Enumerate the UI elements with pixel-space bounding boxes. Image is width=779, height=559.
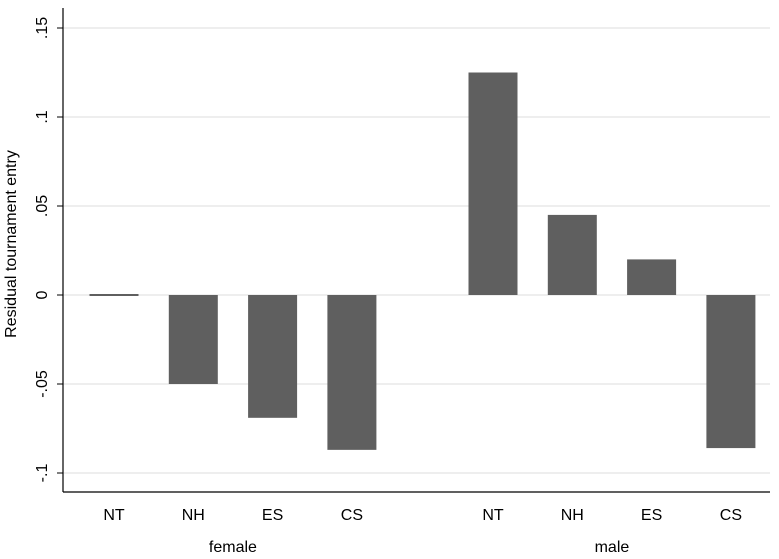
x-group-label: male xyxy=(595,539,630,556)
x-category-label: NH xyxy=(182,507,205,524)
y-axis-title: Residual tournament entry xyxy=(3,150,20,338)
axes xyxy=(57,8,770,493)
bar-male-NT xyxy=(468,72,518,295)
bar-female-NT xyxy=(89,294,139,296)
x-category-label: CS xyxy=(720,507,742,524)
y-tick-label: .15 xyxy=(34,17,51,39)
x-category-label: NH xyxy=(561,507,584,524)
y-tick-label: .1 xyxy=(34,110,51,123)
bar-male-ES xyxy=(627,259,677,295)
bars xyxy=(89,72,756,450)
plot-area xyxy=(63,8,770,492)
x-category-label: NT xyxy=(482,507,504,524)
bar-female-CS xyxy=(327,295,377,450)
bar-male-CS xyxy=(706,295,756,449)
x-category-label: ES xyxy=(641,507,662,524)
bar-female-NH xyxy=(168,295,218,384)
y-tick-label: -.05 xyxy=(34,370,51,398)
y-tick-label: .05 xyxy=(34,195,51,217)
y-tick-label: -.1 xyxy=(34,464,51,483)
bar-male-NH xyxy=(547,214,597,295)
x-category-label: ES xyxy=(262,507,283,524)
y-tick-label: 0 xyxy=(34,290,51,299)
x-group-label: female xyxy=(209,539,257,556)
labels: -.1 -.05 0 .05 .1 .15 Residual tournament entr… xyxy=(3,17,742,556)
gridlines xyxy=(63,8,770,492)
bar-female-ES xyxy=(248,295,298,418)
x-category-label: CS xyxy=(341,507,363,524)
x-category-label: NT xyxy=(103,507,125,524)
